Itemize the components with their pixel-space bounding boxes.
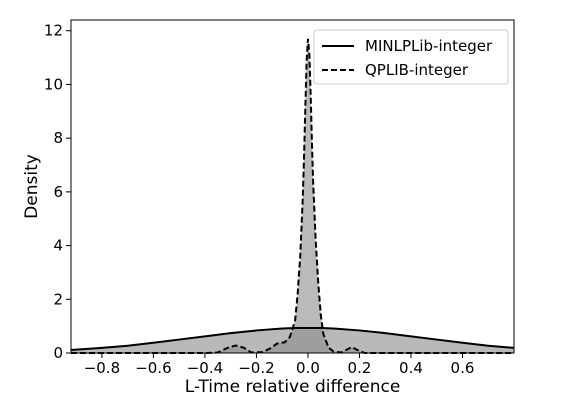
x-axis-label: L-Time relative difference <box>185 377 401 397</box>
x-axis: −0.8 −0.6 −0.4 −0.2 0.0 0.2 0.4 0.6 <box>84 353 475 377</box>
y-tick-label: 10 <box>44 75 63 93</box>
y-tick-label: 4 <box>53 237 63 255</box>
y-tick-label: 8 <box>53 129 63 147</box>
x-tick-label: 0.2 <box>348 359 372 377</box>
fill-areas <box>71 38 514 354</box>
plot-frame <box>70 19 515 354</box>
legend-box <box>313 29 509 85</box>
area-qplib-integer <box>71 38 514 354</box>
x-tick-label: −0.4 <box>187 359 223 377</box>
line-qplib-integer <box>71 38 514 354</box>
legend: MINLPLib-integer QPLIB-integer <box>313 29 509 85</box>
legend-label-minlplib: MINLPLib-integer <box>365 37 493 55</box>
y-tick-label: 0 <box>53 344 63 362</box>
y-tick-label: 2 <box>53 290 63 308</box>
line-minlplib-integer <box>70 327 515 352</box>
legend-label-qplib: QPLIB-integer <box>365 61 469 79</box>
series-lines <box>70 38 515 354</box>
x-tick-label: −0.6 <box>135 359 171 377</box>
y-tick-label: 6 <box>53 183 63 201</box>
x-tick-label: 0.0 <box>296 359 320 377</box>
x-tick-label: 0.4 <box>399 359 423 377</box>
x-tick-label: −0.8 <box>84 359 120 377</box>
x-tick-label: −0.2 <box>238 359 274 377</box>
x-tick-label: 0.6 <box>451 359 475 377</box>
y-axis-label: Density <box>22 154 42 219</box>
y-axis: 0 2 4 6 8 10 12 <box>44 22 71 362</box>
y-tick-label: 12 <box>44 22 63 40</box>
